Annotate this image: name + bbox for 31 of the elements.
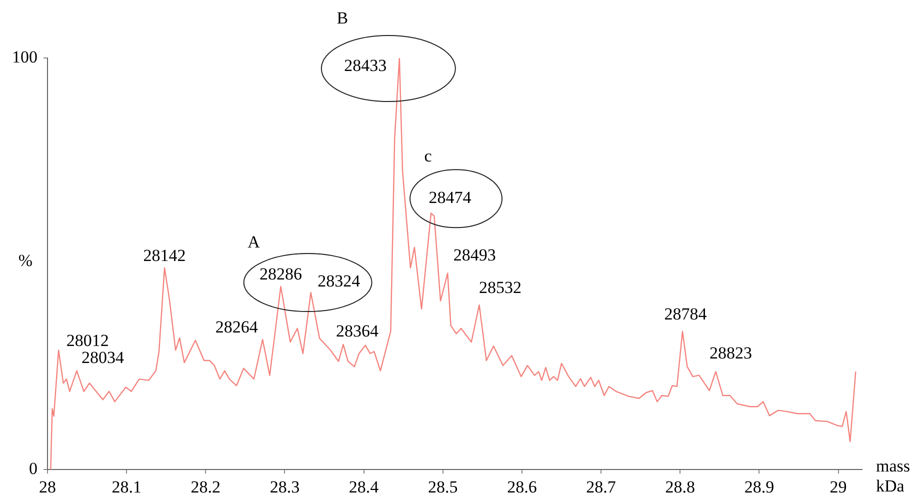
annotation: 28823	[709, 344, 752, 363]
x-tick-label: 28.5	[428, 477, 458, 496]
x-tick-label: 28.1	[112, 477, 142, 496]
annotation: 28474	[428, 188, 472, 208]
y-axis-title: %	[18, 250, 33, 270]
annotation: 28264	[215, 318, 258, 337]
x-tick-label: 28.7	[586, 477, 616, 496]
text: B	[336, 8, 348, 28]
annotation: 28532	[479, 278, 522, 297]
x-tick-label: 28.6	[507, 477, 537, 496]
annotation: 28493	[453, 245, 496, 264]
x-tick-label: 28	[39, 477, 56, 496]
annotation: 28012	[66, 331, 109, 350]
annotation: 28364	[336, 321, 379, 340]
x-tick-label: 28.2	[190, 477, 221, 496]
y-tick-label: 0	[29, 459, 38, 478]
x-tick-label: 29	[830, 477, 847, 496]
x-tick-label: 28.3	[270, 477, 300, 496]
annotation: 28286	[260, 264, 302, 284]
annotation: c	[424, 146, 432, 166]
annotation: 28034	[82, 348, 125, 367]
x-axis-title: mass kDa	[876, 456, 910, 496]
x-tick-label: 28.8	[665, 477, 695, 496]
annotation: 28324	[318, 272, 361, 291]
annotation: 28142	[143, 246, 186, 265]
x-tick-label: 28.9	[744, 477, 774, 496]
y-tick-label: 100	[12, 47, 38, 66]
x-tick-label: 28.4	[348, 477, 380, 496]
annotation: 28433	[344, 56, 387, 75]
annotation: 28784	[664, 304, 708, 324]
annotation: A	[248, 232, 261, 252]
